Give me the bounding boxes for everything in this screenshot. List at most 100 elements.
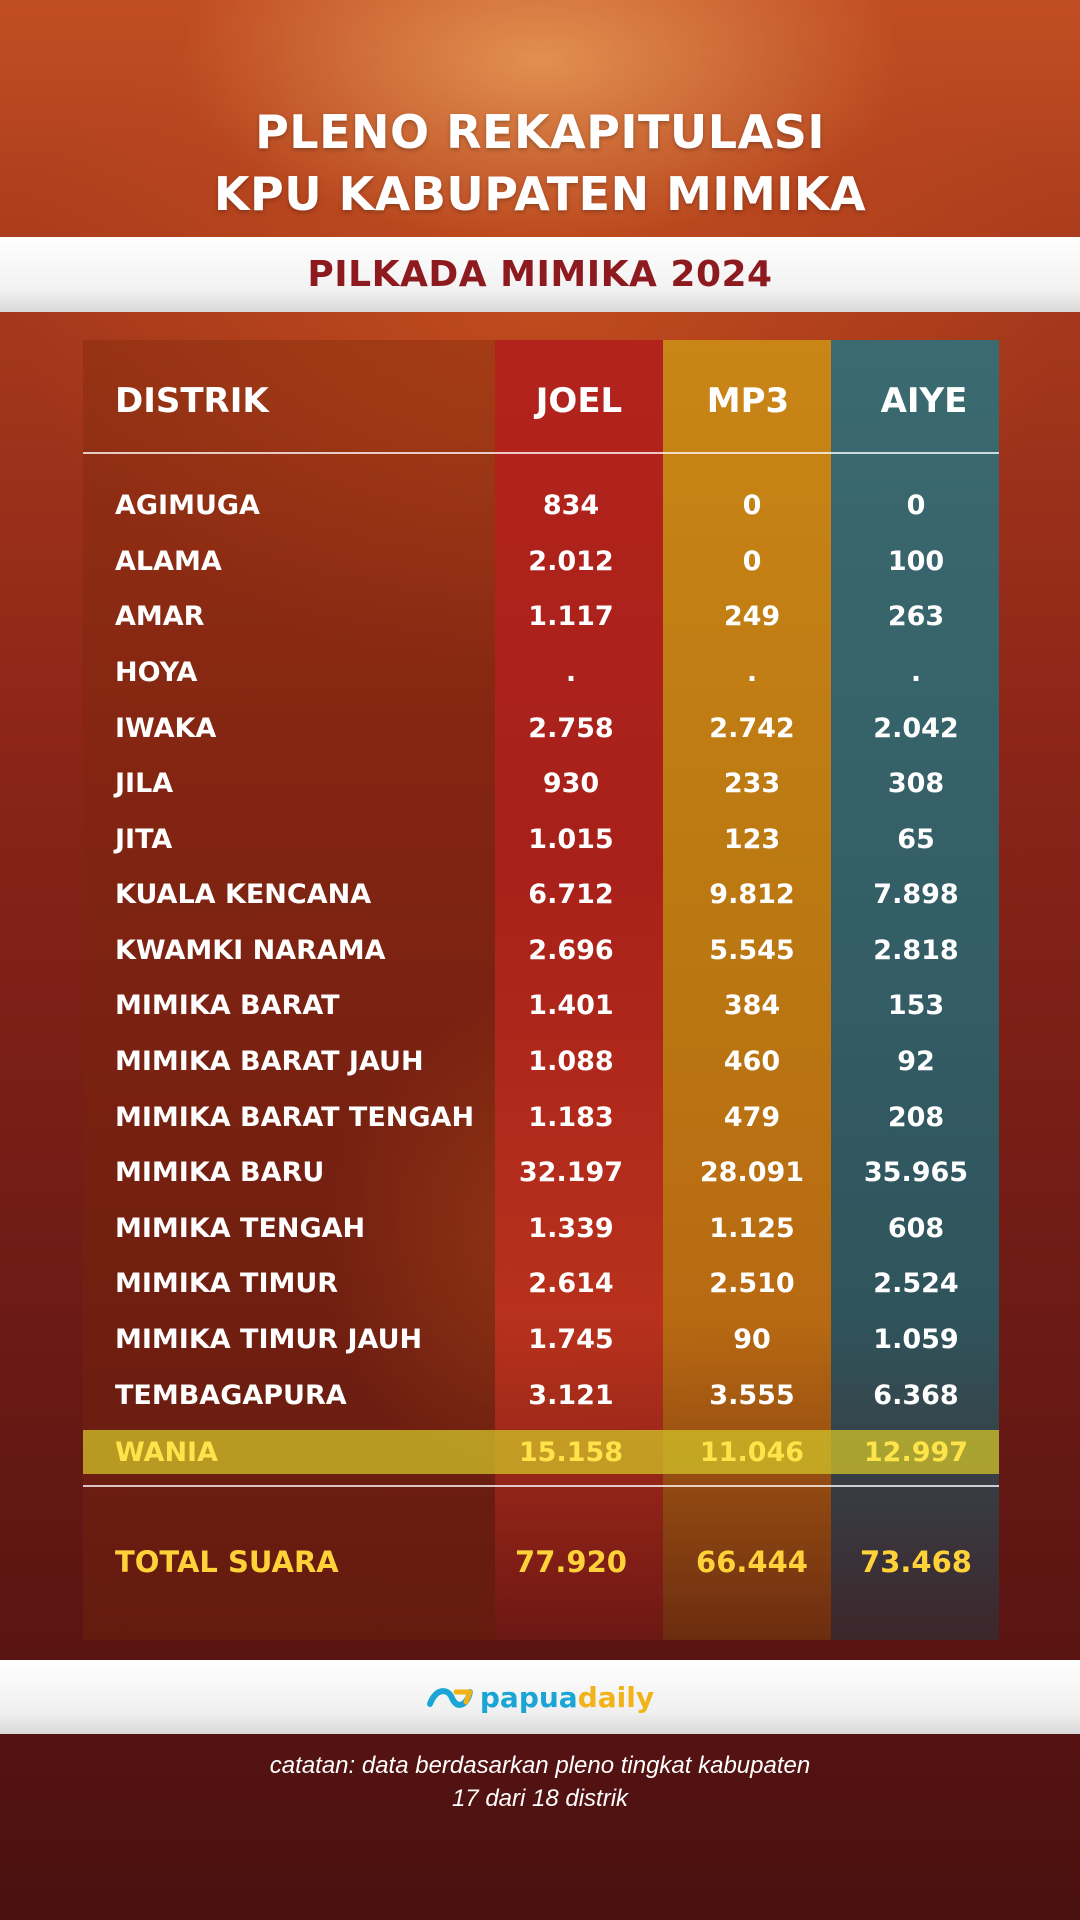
total-row: TOTAL SUARA 77.920 66.444 73.468: [0, 1540, 1080, 1584]
table-row-highlighted: WANIA 15.158 11.046 12.997: [0, 1430, 1080, 1474]
row-mp3: 9.812: [709, 878, 795, 910]
row-joel: 2.696: [528, 934, 614, 966]
column-joel-bg: [495, 340, 663, 1640]
row-distrik: KUALA KENCANA: [115, 878, 372, 910]
row-mp3: 460: [723, 1045, 781, 1077]
row-joel: 1.401: [528, 989, 614, 1021]
row-mp3: 2.510: [709, 1267, 795, 1299]
wania-highlight: [83, 1430, 999, 1474]
row-aiye: 208: [887, 1101, 945, 1133]
header-distrik: DISTRIK: [115, 381, 269, 421]
row-joel: 15.158: [518, 1436, 624, 1468]
table-row: KUALA KENCANA 6.712 9.812 7.898: [0, 872, 1080, 916]
row-aiye: 92: [897, 1045, 935, 1077]
row-aiye: 1.059: [873, 1323, 959, 1355]
logo-text-papua: papua: [479, 1680, 578, 1714]
row-mp3: 0: [742, 545, 762, 577]
row-aiye: 153: [887, 989, 945, 1021]
table-row: KWAMKI NARAMA 2.696 5.545 2.818: [0, 928, 1080, 972]
header-aiye: AIYE: [880, 381, 968, 421]
header-joel: JOEL: [535, 381, 623, 421]
row-mp3: 0: [742, 489, 762, 521]
row-aiye: 263: [887, 600, 945, 632]
row-joel: .: [565, 656, 577, 688]
total-aiye: 73.468: [860, 1545, 972, 1579]
row-distrik: JILA: [115, 767, 174, 799]
row-mp3: 90: [733, 1323, 771, 1355]
row-mp3: 3.555: [709, 1379, 795, 1411]
table-row: MIMIKA TENGAH 1.339 1.125 608: [0, 1206, 1080, 1250]
row-joel: 2.758: [528, 712, 614, 744]
row-aiye: 100: [887, 545, 945, 577]
total-divider: [83, 1485, 999, 1487]
table-row: JITA 1.015 123 65: [0, 817, 1080, 861]
table-row: MIMIKA BARAT 1.401 384 153: [0, 983, 1080, 1027]
results-table: [83, 340, 999, 1640]
row-distrik: MIMIKA BARU: [115, 1156, 325, 1188]
row-joel: 32.197: [518, 1156, 624, 1188]
row-aiye: 6.368: [873, 1379, 959, 1411]
table-row: MIMIKA BARU 32.197 28.091 35.965: [0, 1150, 1080, 1194]
row-mp3: 123: [723, 823, 781, 855]
title-line-1: PLENO REKAPITULASI: [255, 105, 825, 159]
row-joel: 930: [542, 767, 600, 799]
row-distrik: MIMIKA BARAT: [115, 989, 340, 1021]
row-aiye: 35.965: [863, 1156, 969, 1188]
row-mp3: 11.046: [699, 1436, 805, 1468]
row-joel: 1.015: [528, 823, 614, 855]
row-mp3: 479: [723, 1101, 781, 1133]
row-mp3: 2.742: [709, 712, 795, 744]
row-aiye: 2.818: [873, 934, 959, 966]
row-distrik: HOYA: [115, 656, 198, 688]
papuadaily-logo: papua daily: [426, 1681, 654, 1714]
row-joel: 3.121: [528, 1379, 614, 1411]
page-title: PLENO REKAPITULASI KPU KABUPATEN MIMIKA: [0, 101, 1080, 225]
row-aiye: 2.042: [873, 712, 959, 744]
header-divider: [83, 452, 999, 454]
table-row: ALAMA 2.012 0 100: [0, 539, 1080, 583]
row-mp3: 384: [723, 989, 781, 1021]
row-distrik: KWAMKI NARAMA: [115, 934, 386, 966]
row-mp3: 233: [723, 767, 781, 799]
row-joel: 1.117: [528, 600, 614, 632]
row-aiye: 308: [887, 767, 945, 799]
row-distrik: MIMIKA TENGAH: [115, 1212, 366, 1244]
header-mp3: MP3: [706, 381, 790, 421]
row-joel: 1.745: [528, 1323, 614, 1355]
row-distrik: WANIA: [115, 1436, 219, 1468]
total-mp3: 66.444: [696, 1545, 808, 1579]
footnote-line-2: 17 dari 18 distrik: [451, 1785, 629, 1812]
table-row: HOYA . . .: [0, 650, 1080, 694]
row-distrik: MIMIKA TIMUR: [115, 1267, 339, 1299]
row-mp3: .: [746, 656, 758, 688]
row-mp3: 28.091: [699, 1156, 805, 1188]
row-aiye: 65: [897, 823, 935, 855]
table-row: AMAR 1.117 249 263: [0, 594, 1080, 638]
row-joel: 2.012: [528, 545, 614, 577]
row-distrik: JITA: [115, 823, 173, 855]
table-row: MIMIKA TIMUR 2.614 2.510 2.524: [0, 1261, 1080, 1305]
row-aiye: 7.898: [873, 878, 959, 910]
row-distrik: MIMIKA BARAT JAUH: [115, 1045, 424, 1077]
row-mp3: 5.545: [709, 934, 795, 966]
logo-text-daily: daily: [577, 1680, 655, 1714]
row-mp3: 249: [723, 600, 781, 632]
row-aiye: 0: [906, 489, 926, 521]
footnote-line-1: catatan: data berdasarkan pleno tingkat …: [269, 1752, 811, 1779]
title-line-2: KPU KABUPATEN MIMIKA: [213, 167, 867, 221]
row-joel: 834: [542, 489, 600, 521]
table-row: MIMIKA BARAT TENGAH 1.183 479 208: [0, 1095, 1080, 1139]
row-distrik: TEMBAGAPURA: [115, 1379, 347, 1411]
row-distrik: AGIMUGA: [115, 489, 260, 521]
subtitle: PILKADA MIMIKA 2024: [307, 254, 773, 295]
row-aiye: 2.524: [873, 1267, 959, 1299]
row-mp3: 1.125: [709, 1212, 795, 1244]
row-joel: 6.712: [528, 878, 614, 910]
row-distrik: IWAKA: [115, 712, 217, 744]
row-aiye: 12.997: [863, 1436, 969, 1468]
column-distrik-bg: [83, 340, 495, 1640]
row-distrik: AMAR: [115, 600, 205, 632]
table-row: MIMIKA BARAT JAUH 1.088 460 92: [0, 1039, 1080, 1083]
row-distrik: ALAMA: [115, 545, 222, 577]
footer-banner: papua daily: [0, 1660, 1080, 1734]
